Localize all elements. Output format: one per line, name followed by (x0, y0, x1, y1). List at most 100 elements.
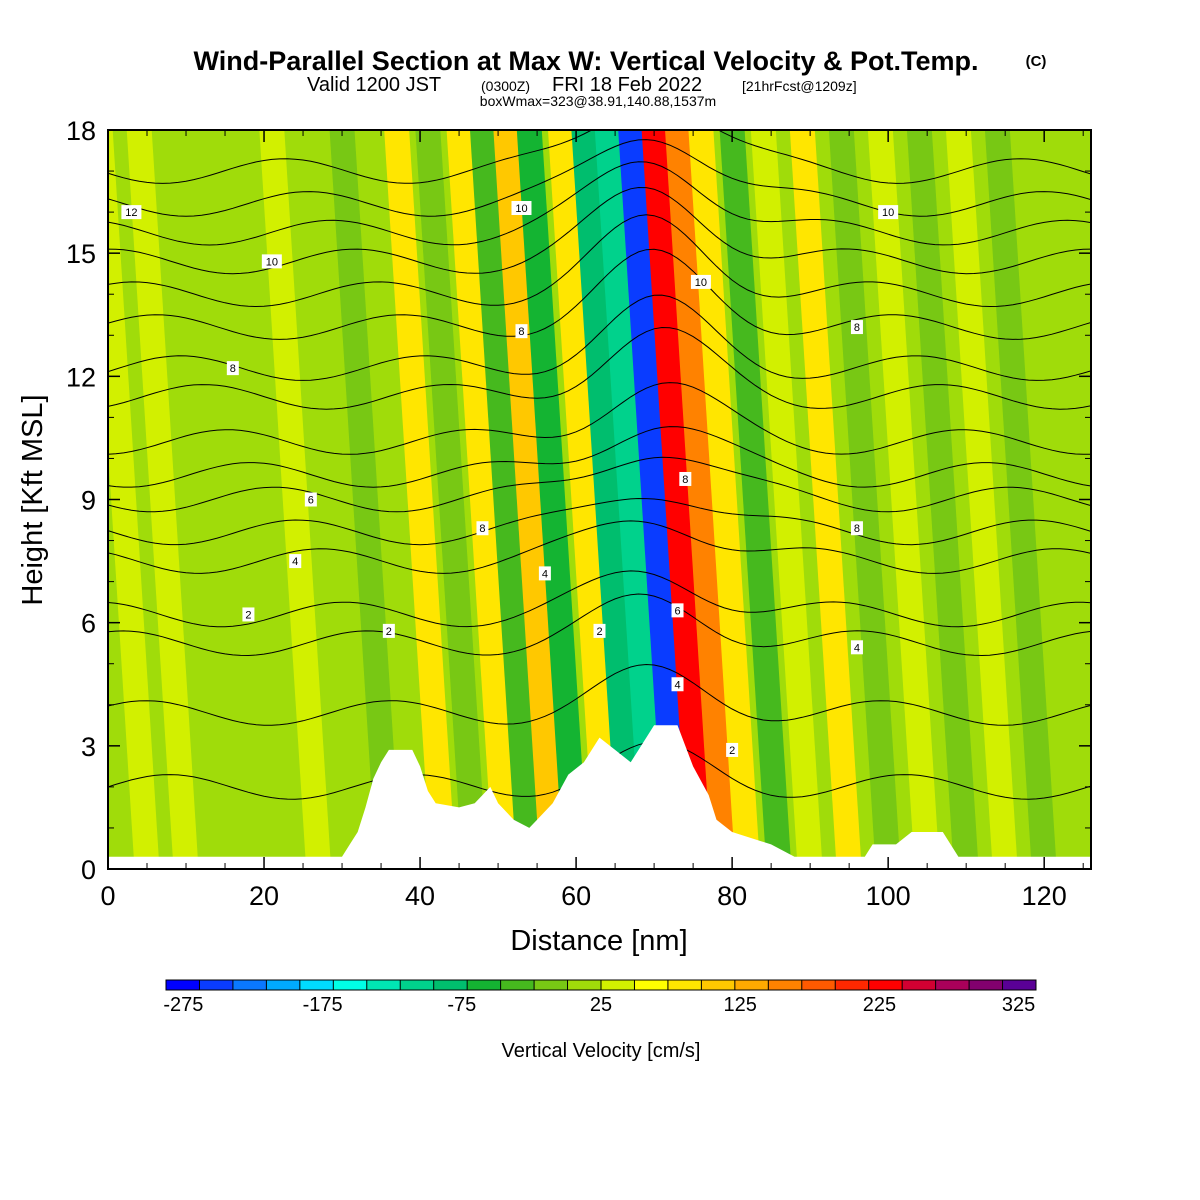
colorbar-tick-label: -275 (163, 994, 203, 1016)
colorbar-label: Vertical Velocity [cm/s] (502, 1040, 701, 1062)
colorbar-swatch (601, 980, 635, 990)
velocity-band (750, 130, 823, 869)
theta-contour (108, 139, 1091, 217)
contour-label: 10 (261, 254, 282, 269)
colorbar-swatch (902, 980, 937, 990)
velocity-band (594, 130, 667, 869)
contour-label-text: 12 (125, 207, 137, 219)
colorbar-tick-label: 225 (863, 994, 896, 1016)
contour-label: 8 (515, 324, 528, 339)
velocity-band (688, 130, 761, 869)
colorbar-tick-label: -75 (447, 994, 476, 1016)
colorbar-swatch (835, 980, 870, 990)
contour-label: 8 (850, 521, 863, 536)
valid-date: FRI 18 Feb 2022 (552, 74, 702, 96)
plot-area: 12 10 10 10 10 8 8 8 8 8 8 6 6 4 4 4 4 2 2 2 2 (108, 130, 1091, 869)
y-axis-ticks: 0 3 6 9 12 15 18 (66, 116, 1091, 885)
velocity-band (446, 130, 519, 869)
velocity-band (945, 130, 1018, 869)
colorbar (165, 979, 1037, 991)
contour-label-text: 2 (596, 626, 602, 638)
velocity-band (173, 130, 246, 869)
contour-label-text: 2 (729, 745, 735, 757)
colorbar-swatch (333, 980, 368, 990)
colorbar-tick-label: 125 (724, 994, 757, 1016)
contour-label-text: 4 (542, 568, 548, 580)
velocity-fill (108, 130, 1057, 869)
colorbar-swatch (467, 980, 502, 990)
contour-label: 10 (690, 274, 711, 289)
colorbar-swatch (534, 980, 569, 990)
terrain (108, 725, 1091, 869)
colorbar-swatch (567, 980, 602, 990)
theta-contour (108, 570, 1091, 628)
colorbar-swatch (734, 980, 769, 990)
colorbar-swatch (500, 980, 535, 990)
theta-contours (108, 130, 1091, 800)
colorbar-tick-label: 325 (1002, 994, 1035, 1016)
velocity-band (108, 130, 160, 869)
contour-label: 4 (289, 554, 302, 569)
contour-label-text: 8 (518, 326, 524, 338)
colorbar-swatch (868, 980, 903, 990)
contour-label: 2 (382, 623, 395, 638)
contour-label-text: 10 (515, 203, 527, 215)
colorbar-tick-label: -175 (303, 994, 343, 1016)
contour-label: 8 (476, 521, 489, 536)
contour-label-text: 8 (854, 523, 860, 535)
contour-label-text: 6 (674, 605, 680, 617)
velocity-band (415, 130, 488, 869)
x-axis-ticks: 0 20 40 60 80 100 120 (100, 130, 1084, 911)
contour-label-text: 8 (854, 322, 860, 334)
velocity-band (828, 130, 901, 869)
theta-contour (108, 214, 1091, 308)
colorbar-swatch (366, 980, 401, 990)
contour-label: 4 (538, 566, 551, 581)
y-tick-label: 6 (81, 609, 96, 639)
velocity-band (906, 130, 979, 869)
colorbar-swatch (400, 980, 435, 990)
theta-contour (108, 382, 1091, 455)
x-tick-label: 100 (866, 881, 911, 911)
y-tick-label: 15 (66, 239, 96, 269)
box-info: boxWmax=323@38.91,140.88,1537m (480, 93, 716, 109)
colorbar-ticks: -275 -175 -75 25 125 225 325 (163, 994, 1035, 1016)
contour-label: 4 (850, 640, 863, 655)
theta-contour (108, 593, 1091, 657)
contour-label-text: 8 (230, 363, 236, 375)
x-axis-label: Distance [nm] (510, 925, 687, 957)
contour-label-text: 8 (479, 523, 485, 535)
contour-label-text: 10 (882, 207, 894, 219)
colorbar-swatch (433, 980, 468, 990)
velocity-band (126, 130, 199, 869)
contour-label-text: 4 (292, 556, 298, 568)
contour-label: 2 (593, 623, 606, 638)
velocity-band (571, 130, 644, 869)
contour-label-text: 2 (386, 626, 392, 638)
theta-contour (108, 663, 1091, 726)
y-tick-label: 3 (81, 732, 96, 762)
contour-label-text: 4 (674, 679, 680, 691)
contour-label: 6 (304, 492, 317, 507)
y-axis-label: Height [Kft MSL] (17, 394, 49, 605)
colorbar-swatch (199, 980, 234, 990)
velocity-band (984, 130, 1057, 869)
chart-title: Wind-Parallel Section at Max W: Vertical… (194, 46, 979, 76)
contour-label: 8 (226, 361, 239, 376)
velocity-band (493, 130, 566, 869)
colorbar-swatch (768, 980, 803, 990)
theta-contour (108, 326, 1091, 410)
contour-label: 2 (242, 607, 255, 622)
theta-contour (108, 130, 1091, 184)
velocity-band (469, 130, 542, 869)
theta-contour (108, 248, 1091, 340)
velocity-band (329, 130, 402, 869)
contour-label: 10 (511, 201, 532, 216)
theta-contour (108, 294, 1091, 381)
contour-label: 4 (671, 677, 684, 692)
colorbar-swatch (935, 980, 970, 990)
colorbar-swatch (166, 980, 200, 990)
colorbar-swatch (701, 980, 736, 990)
contour-label-text: 6 (308, 495, 314, 507)
